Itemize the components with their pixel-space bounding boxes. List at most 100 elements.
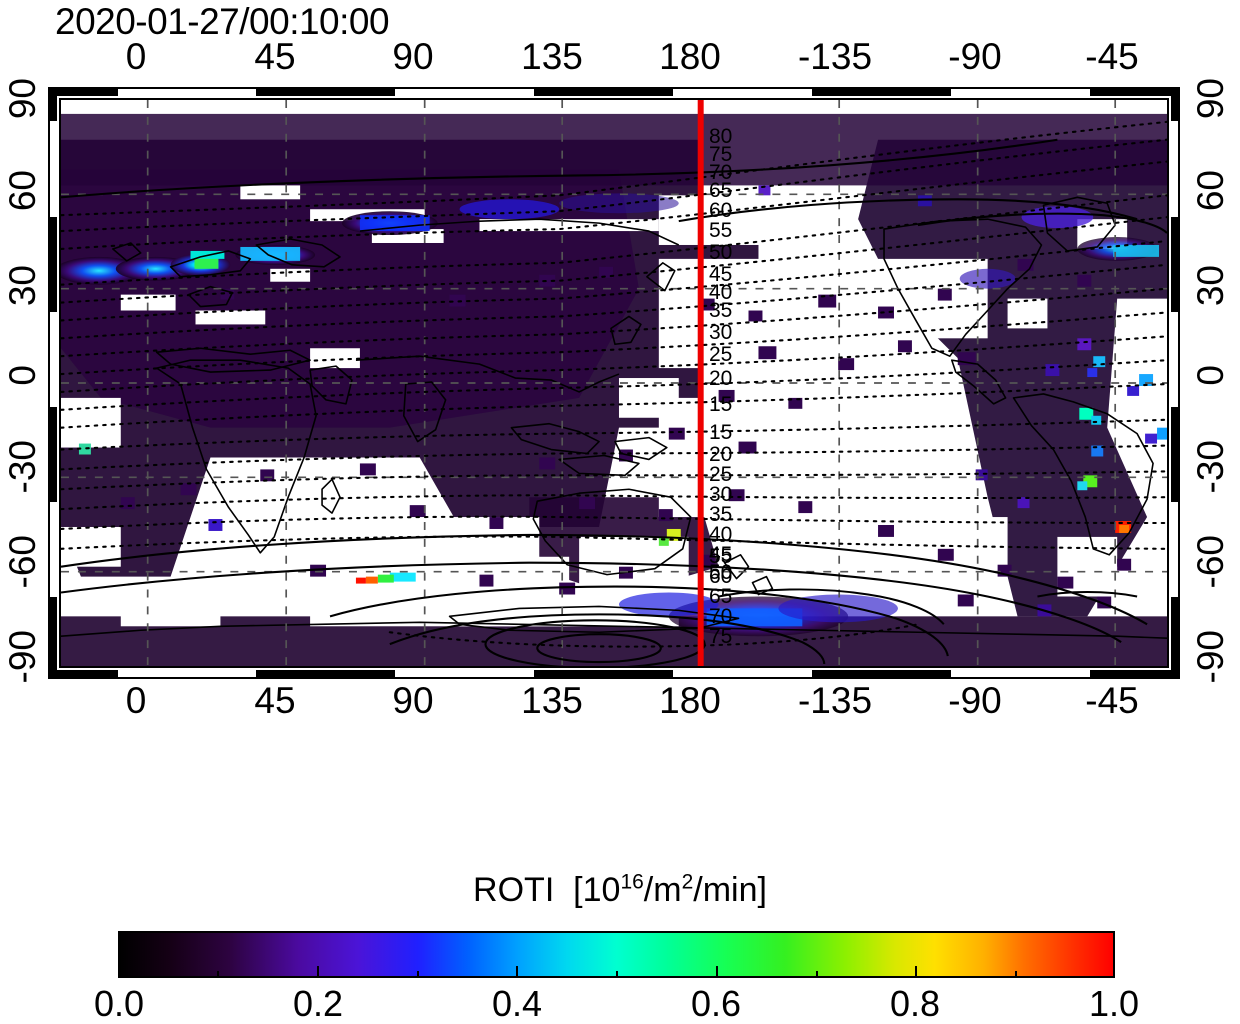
border-checker-top bbox=[812, 87, 951, 96]
colorbar-units-mid: /m bbox=[643, 871, 682, 909]
page-title: 2020-01-27/00:10:00 bbox=[55, 1, 390, 42]
y-tick-right-60: 60 bbox=[1190, 170, 1231, 212]
x-tick-bottom-90: 90 bbox=[392, 680, 434, 721]
x-tick-top-225: -135 bbox=[797, 36, 873, 77]
maglat-label-n75: 75 bbox=[709, 143, 733, 166]
border-checker-top bbox=[534, 87, 673, 96]
x-tick-bottom-270: -90 bbox=[948, 680, 1002, 721]
south-america-scintillation-cells bbox=[975, 338, 1167, 533]
roti-background-coverage bbox=[61, 113, 1167, 666]
colorbar-units-close: /min] bbox=[693, 871, 767, 909]
colorbar-tick-0.2 bbox=[317, 966, 319, 978]
colorbar-title: ROTI [1016/m2/min] bbox=[473, 872, 767, 908]
maglat-label-n60: 60 bbox=[709, 199, 733, 222]
x-tick-bottom-45: 45 bbox=[254, 680, 296, 721]
border-checker-top bbox=[256, 87, 395, 96]
midnight-meridian-line bbox=[697, 100, 704, 666]
colorbar-tick-0.5 bbox=[616, 971, 618, 978]
border-checker-bottom bbox=[812, 670, 951, 679]
colorbar-label-0.4: 0.4 bbox=[491, 983, 543, 1024]
maglat-label-s60: 60 bbox=[709, 565, 733, 588]
border-checker-right bbox=[1171, 407, 1180, 502]
map-plot-frame: 80 75 70 65 60 55 50 45 40 35 30 25 20 1… bbox=[48, 87, 1180, 679]
maglat-label-n80: 80 bbox=[709, 125, 733, 148]
maglat-label-n20: 20 bbox=[709, 367, 733, 390]
x-tick-top-270: -90 bbox=[948, 36, 1002, 77]
border-checker-top bbox=[48, 87, 118, 96]
colorbar-tick-0.0 bbox=[118, 966, 120, 978]
border-checker-top bbox=[1090, 87, 1180, 96]
map-data-area[interactable]: 80 75 70 65 60 55 50 45 40 35 30 25 20 1… bbox=[59, 98, 1169, 668]
x-tick-bottom-225: -135 bbox=[797, 680, 873, 721]
y-tick-left-m30: -30 bbox=[2, 440, 43, 494]
maglat-label-n45: 45 bbox=[709, 263, 733, 286]
maglat-label-n50: 50 bbox=[709, 241, 733, 264]
colorbar-tick-0.3 bbox=[417, 971, 419, 978]
maglat-label-n40: 40 bbox=[709, 281, 733, 304]
border-checker-left bbox=[48, 217, 57, 312]
x-tick-top-180: 180 bbox=[659, 36, 721, 77]
maglat-label-n65: 65 bbox=[709, 179, 733, 202]
colorbar-gradient[interactable] bbox=[118, 931, 1115, 978]
border-checker-right bbox=[1171, 217, 1180, 312]
colorbar-label-1.0: 1.0 bbox=[1088, 983, 1140, 1024]
maglat-label-s50: 50 bbox=[709, 561, 733, 584]
colorbar-tick-1.0 bbox=[1113, 966, 1115, 978]
maglat-label-s20: 20 bbox=[709, 443, 733, 466]
border-checker-bottom bbox=[48, 670, 118, 679]
y-tick-right-m30: -30 bbox=[1190, 440, 1231, 494]
y-tick-right-0: 0 bbox=[1190, 365, 1231, 386]
maglat-label-n70: 70 bbox=[709, 161, 733, 184]
border-checker-bottom bbox=[534, 670, 673, 679]
y-tick-left-90: 90 bbox=[2, 78, 43, 120]
maglat-label-s25: 25 bbox=[709, 463, 733, 486]
y-tick-right-90: 90 bbox=[1190, 78, 1231, 120]
colorbar-tick-0.7 bbox=[816, 971, 818, 978]
y-tick-left-m90: -90 bbox=[2, 630, 43, 684]
maglat-label-s55: 55 bbox=[709, 545, 733, 568]
colorbar-title-variable: ROTI bbox=[473, 871, 555, 909]
border-checker-left bbox=[48, 407, 57, 502]
colorbar-tick-0.1 bbox=[217, 971, 219, 978]
y-tick-left-60: 60 bbox=[2, 170, 43, 212]
maglat-label-s75: 75 bbox=[709, 625, 733, 648]
colorbar-label-0.8: 0.8 bbox=[889, 983, 941, 1024]
colorbar-label-0.2: 0.2 bbox=[292, 983, 344, 1024]
southern-auroral-oval bbox=[355, 572, 898, 637]
maglat-label-n55: 55 bbox=[709, 219, 733, 242]
coastline-layer bbox=[61, 196, 1167, 639]
x-tick-bottom-135: 135 bbox=[521, 680, 583, 721]
x-tick-bottom-0: 0 bbox=[125, 680, 147, 721]
magnetic-latitude-contours bbox=[61, 120, 1167, 666]
maglat-label-s70: 70 bbox=[709, 605, 733, 628]
x-tick-top-90: 90 bbox=[392, 36, 434, 77]
geographic-gridlines bbox=[61, 100, 1167, 666]
colorbar-label-0.6: 0.6 bbox=[690, 983, 742, 1024]
colorbar-tick-0.4 bbox=[516, 966, 518, 978]
maglat-label-s40: 40 bbox=[709, 523, 733, 546]
colorbar-units-open: [10 bbox=[573, 871, 621, 909]
maglat-label-s30: 30 bbox=[709, 483, 733, 506]
colorbar-units-exponent2: 2 bbox=[681, 870, 694, 894]
maglat-label-n25: 25 bbox=[709, 343, 733, 366]
colorbar-tick-0.9 bbox=[1015, 971, 1017, 978]
x-tick-top-45: 45 bbox=[254, 36, 296, 77]
maglat-label-s15: 15 bbox=[709, 421, 733, 444]
border-checker-right bbox=[1171, 87, 1180, 121]
x-tick-bottom-180: 180 bbox=[659, 680, 721, 721]
border-checker-left bbox=[48, 87, 57, 121]
maglat-label-n30: 30 bbox=[709, 321, 733, 344]
border-checker-right bbox=[1171, 597, 1180, 679]
colorbar-tick-0.8 bbox=[915, 966, 917, 978]
x-tick-top-0: 0 bbox=[125, 36, 147, 77]
x-tick-bottom-315: -45 bbox=[1085, 680, 1139, 721]
border-checker-bottom bbox=[1090, 670, 1180, 679]
x-tick-top-135: 135 bbox=[521, 36, 583, 77]
colorbar-label-0.0: 0.0 bbox=[93, 983, 145, 1024]
y-tick-right-30: 30 bbox=[1190, 265, 1231, 307]
x-tick-top-315: -45 bbox=[1085, 36, 1139, 77]
maglat-label-s35: 35 bbox=[709, 503, 733, 526]
y-tick-right-m90: -90 bbox=[1190, 630, 1231, 684]
y-tick-right-m60: -60 bbox=[1190, 535, 1231, 589]
